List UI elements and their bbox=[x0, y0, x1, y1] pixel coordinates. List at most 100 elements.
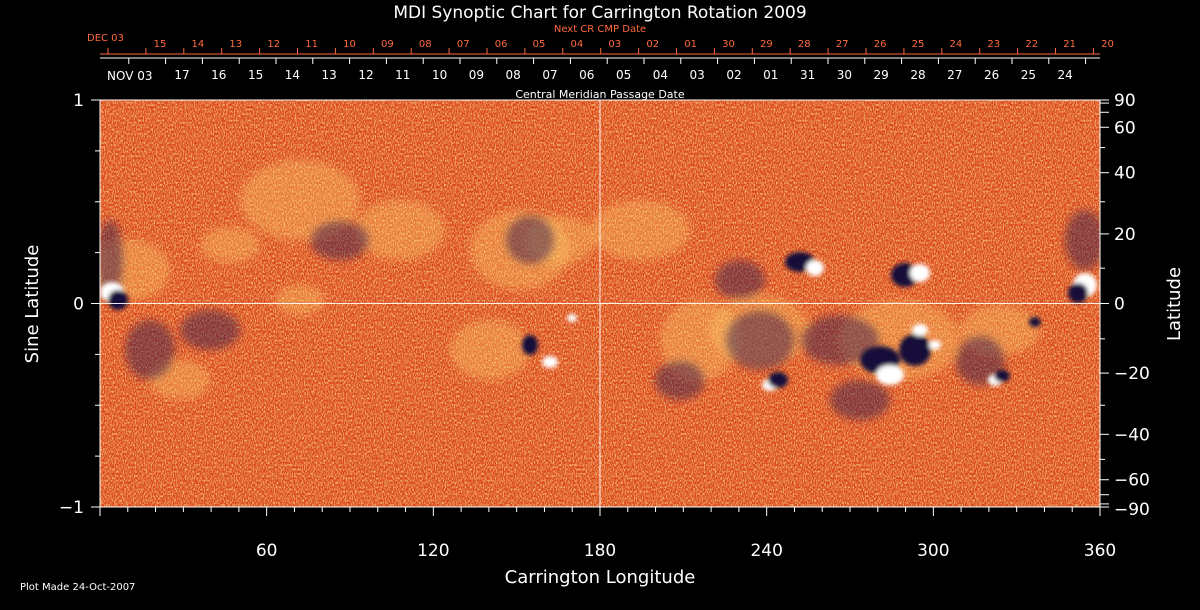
cmp-date-label: 26 bbox=[984, 68, 999, 82]
next-date-label: 12 bbox=[267, 39, 280, 50]
negative-network bbox=[310, 220, 370, 260]
negative-polarity-spot bbox=[1068, 283, 1088, 303]
next-date-label: 21 bbox=[1063, 39, 1076, 50]
next-date-label: 30 bbox=[722, 39, 735, 50]
negative-network bbox=[180, 310, 240, 350]
cmp-date-label: 12 bbox=[358, 68, 373, 82]
next-date-label: 13 bbox=[229, 39, 242, 50]
next-date-label: 02 bbox=[646, 39, 659, 50]
cmp-date-label: 11 bbox=[395, 68, 410, 82]
y-right-tick-label: 0 bbox=[1114, 295, 1125, 315]
cmp-date-label: 29 bbox=[874, 68, 889, 82]
y-right-tick-label: −60 bbox=[1114, 471, 1150, 491]
y-axis-title-right: Latitude bbox=[1164, 267, 1185, 341]
cmp-date-label: 07 bbox=[542, 68, 557, 82]
next-date-label: 03 bbox=[608, 39, 621, 50]
x-axis-ticks bbox=[99, 507, 1101, 516]
next-date-label: 09 bbox=[381, 39, 394, 50]
plage-region bbox=[450, 320, 530, 380]
next-date-label: 07 bbox=[457, 39, 470, 50]
positive-polarity-spot bbox=[876, 365, 904, 385]
active-regions bbox=[100, 252, 1097, 391]
x-tick-label: 60 bbox=[256, 541, 278, 561]
negative-network bbox=[125, 320, 175, 380]
cmp-axis-date-labels: 17 16 15 14 13 12 11 10 09 08 07 06 05 04 03 02 01 31 30 29… bbox=[174, 68, 1072, 82]
next-date-label: 27 bbox=[836, 39, 849, 50]
plage-region bbox=[240, 160, 360, 240]
next-date-label: 26 bbox=[874, 39, 887, 50]
plage-region bbox=[200, 227, 260, 263]
positive-polarity-spot bbox=[806, 260, 824, 276]
x-tick-label: 240 bbox=[750, 541, 782, 561]
cmp-date-label: 15 bbox=[248, 68, 263, 82]
y-left-tick-labels: 1 0 −1 bbox=[59, 91, 84, 518]
x-tick-label: 120 bbox=[417, 541, 449, 561]
cmp-date-label: 14 bbox=[285, 68, 300, 82]
cmp-date-label: 16 bbox=[211, 68, 226, 82]
negative-network bbox=[955, 335, 1005, 385]
x-tick-label: 360 bbox=[1084, 541, 1116, 561]
negative-network bbox=[725, 310, 795, 370]
cmp-date-label: 25 bbox=[1021, 68, 1036, 82]
cmp-date-label: 08 bbox=[506, 68, 521, 82]
positive-polarity-spot bbox=[567, 314, 577, 322]
y-right-tick-label: 20 bbox=[1114, 225, 1136, 245]
negative-polarity-spot bbox=[994, 370, 1010, 382]
y-right-tick-label: −40 bbox=[1114, 425, 1150, 445]
next-axis-ticks bbox=[107, 48, 1094, 54]
next-date-label: 10 bbox=[343, 39, 356, 50]
y-right-tick-label: −20 bbox=[1114, 364, 1150, 384]
next-date-label: 29 bbox=[760, 39, 773, 50]
negative-polarity-spot bbox=[768, 372, 788, 388]
negative-network bbox=[100, 220, 124, 300]
y-right-tick-labels: 90 60 40 20 0 −20 −40 −60 −90 bbox=[1114, 91, 1150, 520]
negative-network bbox=[800, 315, 880, 365]
next-axis-month: DEC 03 bbox=[87, 33, 124, 44]
y-left-tick-label: −1 bbox=[59, 498, 84, 518]
plage-region bbox=[355, 200, 445, 260]
chart-title: MDI Synoptic Chart for Carrington Rotati… bbox=[393, 3, 806, 23]
cmp-date-label: 02 bbox=[726, 68, 741, 82]
next-date-label: 05 bbox=[533, 39, 546, 50]
negative-network bbox=[830, 380, 890, 420]
positive-polarity-spot bbox=[542, 356, 558, 368]
x-axis-tick-labels: 60 120 180 240 300 360 bbox=[256, 541, 1116, 561]
next-date-label: 14 bbox=[192, 39, 205, 50]
cmp-date-label: 31 bbox=[800, 68, 815, 82]
next-date-label: 28 bbox=[798, 39, 811, 50]
y-left-ticks bbox=[91, 99, 100, 508]
cmp-axis-label: Central Meridian Passage Date bbox=[515, 88, 684, 101]
cmp-date-label: 01 bbox=[763, 68, 778, 82]
y-right-tick-label: 90 bbox=[1114, 91, 1136, 111]
cmp-date-label: 28 bbox=[910, 68, 925, 82]
x-axis-title: Carrington Longitude bbox=[505, 567, 696, 588]
cmp-date-label: 24 bbox=[1058, 68, 1073, 82]
x-tick-label: 300 bbox=[917, 541, 949, 561]
next-axis-label: Next CR CMP Date bbox=[554, 24, 646, 35]
positive-polarity-spot bbox=[912, 324, 928, 336]
cmp-date-label: 17 bbox=[174, 68, 189, 82]
next-date-label: 25 bbox=[912, 39, 925, 50]
y-right-ticks bbox=[1100, 99, 1109, 508]
cmp-date-label: 30 bbox=[837, 68, 852, 82]
next-date-label: 08 bbox=[419, 39, 432, 50]
cmp-date-label: 06 bbox=[579, 68, 594, 82]
next-date-label: 11 bbox=[305, 39, 318, 50]
next-axis-date-labels: 15 14 13 12 11 10 09 08 07 06 05 04 03 02 01 30 29 28 27 26… bbox=[154, 39, 1114, 50]
negative-polarity-spot bbox=[522, 335, 538, 355]
cmp-date-label: 13 bbox=[322, 68, 337, 82]
next-date-label: 06 bbox=[495, 39, 508, 50]
positive-polarity-spot bbox=[910, 264, 930, 282]
cmp-axis-ticks bbox=[128, 58, 1087, 64]
next-date-label: 20 bbox=[1101, 39, 1114, 50]
y-right-tick-label: 40 bbox=[1114, 164, 1136, 184]
y-right-tick-label: 60 bbox=[1114, 118, 1136, 138]
next-date-label: 22 bbox=[1025, 39, 1038, 50]
y-left-tick-label: 1 bbox=[73, 91, 84, 111]
x-tick-label: 180 bbox=[584, 541, 616, 561]
plot-made-note: Plot Made 24-Oct-2007 bbox=[20, 582, 135, 593]
negative-network bbox=[715, 260, 765, 300]
positive-polarity-spot bbox=[929, 340, 941, 350]
cmp-date-label: 03 bbox=[690, 68, 705, 82]
